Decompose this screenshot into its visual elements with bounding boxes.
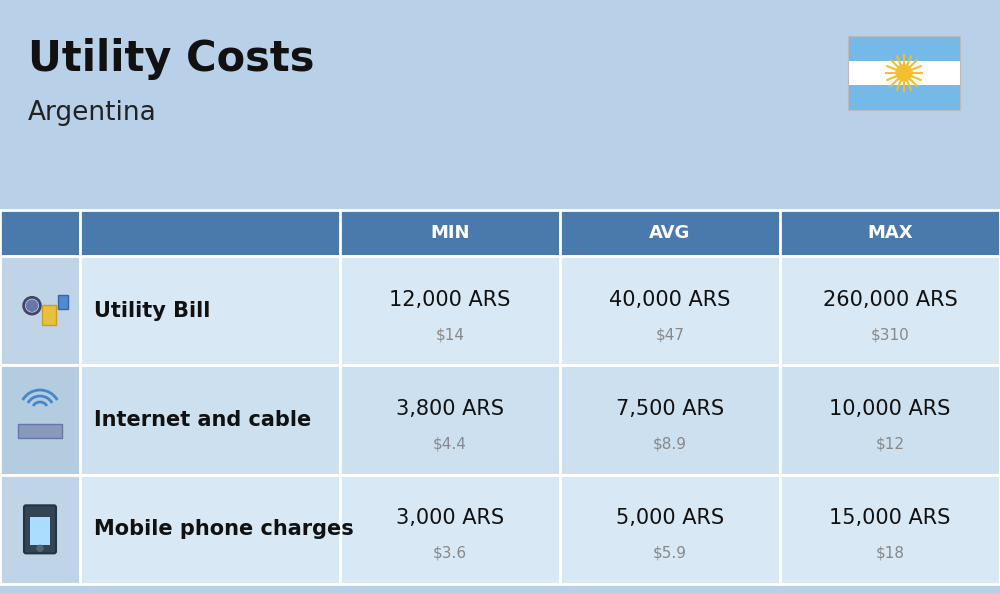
Text: $4.4: $4.4 [433, 437, 467, 451]
Bar [80, 210, 340, 256]
Text: 3,000 ARS: 3,000 ARS [396, 508, 504, 529]
Bar [80, 256, 340, 365]
Text: $12: $12 [876, 437, 904, 451]
Bar [340, 256, 560, 365]
Bar [780, 256, 1000, 365]
Text: MIN: MIN [430, 224, 470, 242]
Bar [848, 86, 960, 110]
Bar [80, 365, 340, 475]
Bar [560, 475, 780, 584]
Bar [848, 36, 960, 61]
Circle shape [37, 545, 43, 551]
Text: AVG: AVG [649, 224, 691, 242]
Bar [780, 475, 1000, 584]
Text: Mobile phone charges: Mobile phone charges [94, 519, 354, 539]
Bar [340, 210, 560, 256]
Bar [560, 256, 780, 365]
Bar [780, 365, 1000, 475]
Bar [560, 210, 780, 256]
Bar [560, 365, 780, 475]
Text: $3.6: $3.6 [433, 546, 467, 561]
Text: $14: $14 [436, 327, 464, 342]
Text: 15,000 ARS: 15,000 ARS [829, 508, 951, 529]
Text: Internet and cable: Internet and cable [94, 410, 311, 430]
Bar [848, 36, 960, 110]
Text: 12,000 ARS: 12,000 ARS [389, 290, 511, 309]
Text: $18: $18 [876, 546, 904, 561]
Bar [340, 475, 560, 584]
Text: $47: $47 [656, 327, 684, 342]
Text: Argentina: Argentina [28, 100, 157, 126]
Text: 260,000 ARS: 260,000 ARS [823, 290, 957, 309]
Bar [0, 256, 80, 365]
Bar [42, 305, 56, 325]
Text: 5,000 ARS: 5,000 ARS [616, 508, 724, 529]
Bar [30, 517, 50, 545]
Bar [0, 475, 80, 584]
Text: $8.9: $8.9 [653, 437, 687, 451]
Bar [780, 210, 1000, 256]
Text: Utility Bill: Utility Bill [94, 301, 210, 321]
Bar [0, 365, 80, 475]
Text: 7,500 ARS: 7,500 ARS [616, 399, 724, 419]
Circle shape [26, 300, 38, 311]
Text: $310: $310 [871, 327, 909, 342]
Text: Utility Costs: Utility Costs [28, 38, 314, 80]
Text: 10,000 ARS: 10,000 ARS [829, 399, 951, 419]
Circle shape [896, 65, 912, 81]
FancyBboxPatch shape [24, 505, 56, 554]
Bar [848, 61, 960, 86]
Text: 3,800 ARS: 3,800 ARS [396, 399, 504, 419]
Text: $5.9: $5.9 [653, 546, 687, 561]
Bar [18, 424, 62, 438]
Text: 40,000 ARS: 40,000 ARS [609, 290, 731, 309]
Bar [80, 475, 340, 584]
Text: MAX: MAX [867, 224, 913, 242]
Bar [340, 365, 560, 475]
Bar [0, 210, 80, 256]
Bar [58, 295, 68, 309]
